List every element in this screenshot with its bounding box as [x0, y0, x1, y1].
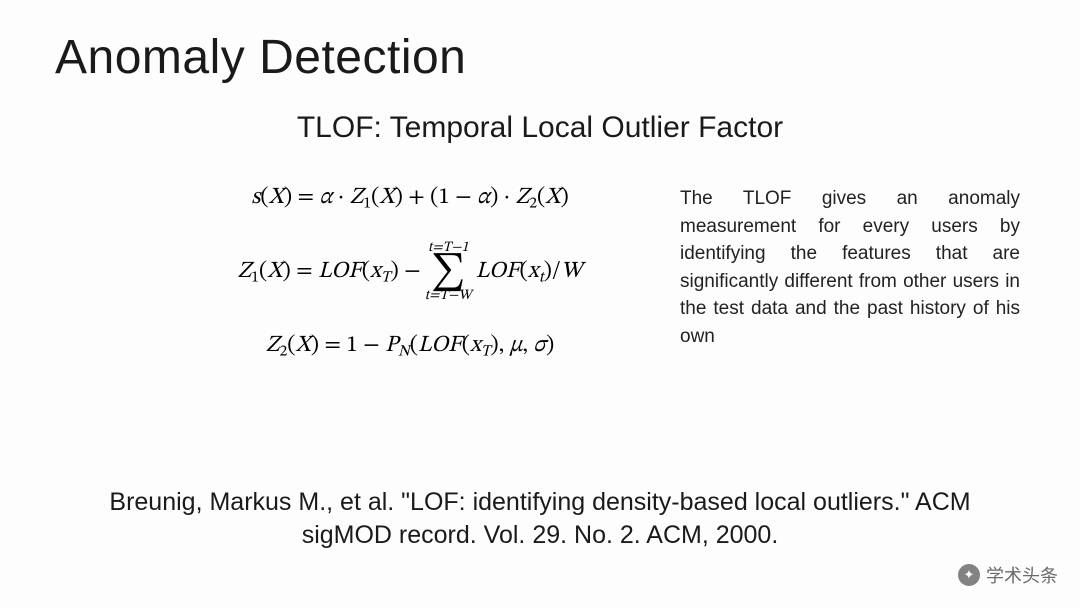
- citation: Breunig, Markus M., et al. "LOF: identif…: [0, 486, 1080, 554]
- equation-3: Z2(X) = 1 − PN(LOF(xT), μ, σ): [170, 331, 650, 361]
- equation-1: s(X) = α · Z1(X) + (1 − α) · Z2(X): [170, 183, 650, 213]
- content-row: s(X) = α · Z1(X) + (1 − α) · Z2(X) Z1(X)…: [55, 183, 1025, 361]
- sigma-icon: ∑: [431, 256, 465, 289]
- description-text: The TLOF gives an anomaly measurement fo…: [680, 183, 1020, 350]
- summation: t=T−1 ∑ t=T−W: [425, 241, 472, 303]
- slide: Anomaly Detection TLOF: Temporal Local O…: [0, 0, 1080, 608]
- watermark: ✦ 学术头条: [958, 562, 1058, 588]
- watermark-label: 学术头条: [986, 562, 1058, 588]
- sum-lower: t=T−W: [425, 289, 472, 303]
- equation-2: Z1(X) = LOF(xT) − t=T−1 ∑ t=T−W LOF(xt)/…: [170, 241, 650, 303]
- page-title: Anomaly Detection: [55, 30, 1025, 85]
- subtitle: TLOF: Temporal Local Outlier Factor: [55, 111, 1025, 145]
- equations-block: s(X) = α · Z1(X) + (1 − α) · Z2(X) Z1(X)…: [170, 183, 650, 361]
- wechat-icon: ✦: [958, 564, 980, 586]
